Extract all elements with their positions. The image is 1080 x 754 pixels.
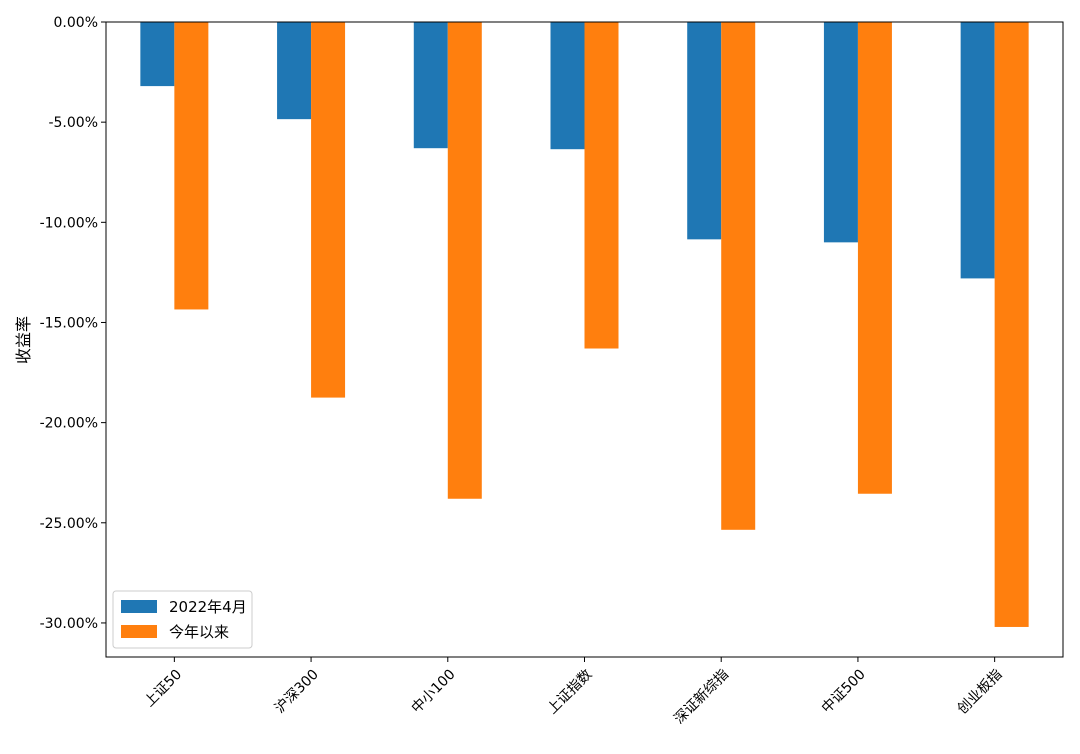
bar-series1-5 <box>823 22 858 243</box>
legend-swatch <box>121 625 157 638</box>
bar-series1-3 <box>550 22 585 150</box>
bar-series2-6 <box>994 22 1029 627</box>
x-tick-label: 创业板指 <box>955 667 1006 718</box>
bar-series1-2 <box>413 22 448 149</box>
bar-series2-4 <box>721 22 756 530</box>
y-tick-label: -15.00% <box>40 315 98 331</box>
x-tick-label: 深证新综指 <box>671 667 732 728</box>
bar-series1-0 <box>140 22 175 87</box>
plot-frame <box>105 21 1064 658</box>
bars-group <box>140 22 1029 627</box>
y-tick-label: -5.00% <box>48 115 98 131</box>
legend-label: 今年以来 <box>169 623 229 641</box>
bar-series2-5 <box>857 22 892 494</box>
y-tick-label: -25.00% <box>40 516 98 532</box>
legend-label: 2022年4月 <box>169 598 247 616</box>
x-tick-label: 沪深300 <box>272 667 322 717</box>
y-axis-label: 收益率 <box>14 316 33 364</box>
bar-series2-0 <box>174 22 209 310</box>
bar-series1-4 <box>687 22 722 240</box>
x-tick-label: 中小100 <box>409 667 459 717</box>
bar-series2-2 <box>447 22 482 499</box>
bar-series1-6 <box>960 22 995 279</box>
y-axis: 0.00% -5.00% -10.00% -15.00% -20.00% -25.00% -… <box>40 15 106 632</box>
x-tick-label: 上证50 <box>141 667 185 711</box>
legend-swatch <box>121 600 157 613</box>
x-tick-label: 上证指数 <box>544 667 595 718</box>
bar-series2-3 <box>584 22 619 349</box>
x-tick-label: 中证500 <box>819 667 869 717</box>
bar-series2-1 <box>311 22 346 398</box>
x-axis: 上证50 沪深300 中小100 上证指数 深证新综指 中证500 创业板指 <box>141 657 1005 727</box>
y-tick-label: 0.00% <box>54 15 98 31</box>
y-tick-label: -20.00% <box>40 416 98 432</box>
y-tick-label: -10.00% <box>40 215 98 231</box>
bar-series1-1 <box>277 22 312 120</box>
y-tick-label: -30.00% <box>40 616 98 632</box>
